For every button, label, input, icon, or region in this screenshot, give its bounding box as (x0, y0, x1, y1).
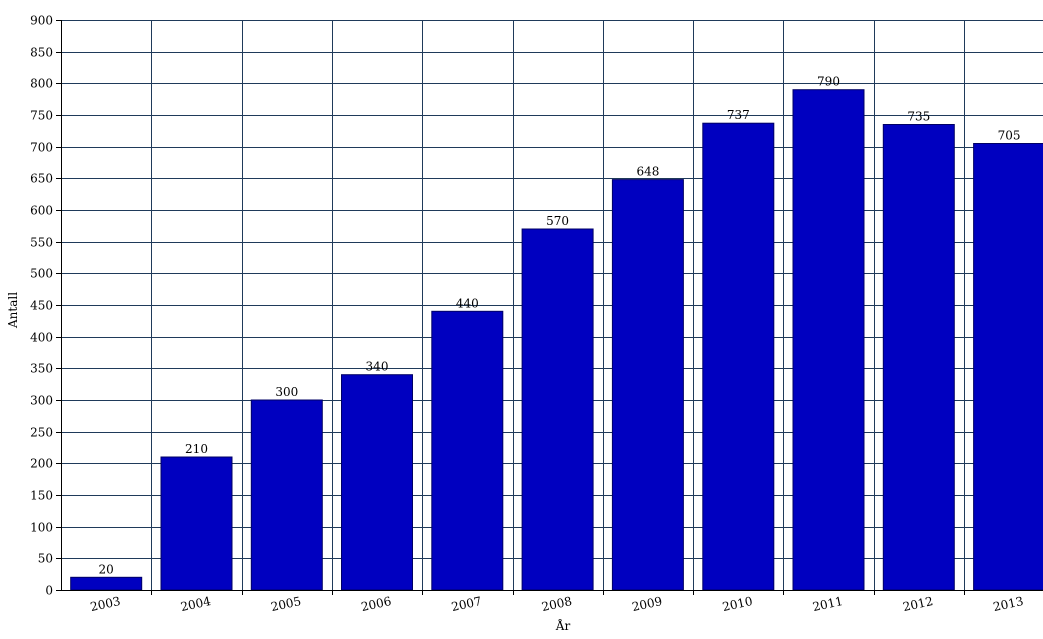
y-tick-label: 250 (30, 426, 53, 440)
data-label-2007: 440 (456, 296, 479, 310)
bar-2012 (882, 124, 955, 591)
y-tick-label: 200 (30, 457, 53, 471)
data-label-2003: 20 (99, 562, 114, 576)
y-tick-label: 150 (30, 489, 53, 503)
bar-2003 (70, 576, 143, 591)
y-tick-label: 700 (30, 141, 53, 155)
y-tick-label: 0 (45, 584, 53, 598)
y-tick-label: 850 (30, 46, 53, 60)
y-tick-label: 300 (30, 394, 53, 408)
y-tick-label: 800 (30, 77, 53, 91)
bar-2007 (431, 310, 504, 591)
bar-2009 (611, 179, 684, 591)
y-tick-label: 50 (38, 552, 53, 566)
y-tick-label: 450 (30, 299, 53, 313)
x-tick-label-2008: 2008 (540, 594, 573, 614)
bar-2004 (160, 456, 233, 591)
y-tick-label: 600 (30, 204, 53, 218)
bar-2013 (973, 143, 1043, 591)
x-tick-label-2007: 2007 (450, 594, 483, 614)
x-tick-label-2006: 2006 (360, 594, 393, 614)
y-tick-label: 500 (30, 267, 53, 281)
y-tick-label: 550 (30, 236, 53, 250)
y-tick-label: 100 (30, 521, 53, 535)
y-tick-label: 900 (30, 14, 53, 28)
y-tick-label: 350 (30, 362, 53, 376)
x-tick-label-2011: 2011 (811, 594, 844, 614)
data-label-2013: 705 (998, 129, 1021, 143)
data-label-2009: 648 (636, 165, 659, 179)
x-tick-label-2012: 2012 (902, 594, 935, 614)
x-tick-label-2010: 2010 (721, 594, 754, 614)
x-tick-label-2003: 2003 (89, 594, 122, 614)
data-label-2010: 737 (727, 108, 750, 122)
x-tick-label-2009: 2009 (631, 594, 664, 614)
bar-layer: 20 210 300 340 440 570 648 737 790 735 705 (70, 75, 1043, 591)
data-label-2008: 570 (546, 214, 569, 228)
x-tick-label-2004: 2004 (179, 594, 212, 614)
x-axis-title: År (555, 618, 571, 633)
x-tick-label-2005: 2005 (270, 594, 303, 614)
bar-2011 (792, 89, 865, 591)
axis-layer: 0 50 100 150 200 250 300 350 400 450 500 550 600 650 7… (30, 14, 1043, 614)
bar-2008 (521, 228, 594, 591)
data-label-2005: 300 (275, 385, 298, 399)
y-tick-label: 650 (30, 172, 53, 186)
bar-2010 (702, 122, 775, 591)
y-tick-label: 750 (30, 109, 53, 123)
bar-2006 (341, 374, 413, 591)
y-tick-label: 400 (30, 331, 53, 345)
data-label-2006: 340 (366, 360, 389, 374)
y-axis-title: Antall (6, 292, 20, 329)
x-tick-label-2013: 2013 (992, 594, 1025, 614)
bar-2005 (250, 399, 323, 591)
data-label-2012: 735 (907, 110, 930, 124)
grid-layer (61, 20, 1043, 590)
data-label-2004: 210 (185, 442, 208, 456)
data-label-2011: 790 (817, 75, 840, 89)
